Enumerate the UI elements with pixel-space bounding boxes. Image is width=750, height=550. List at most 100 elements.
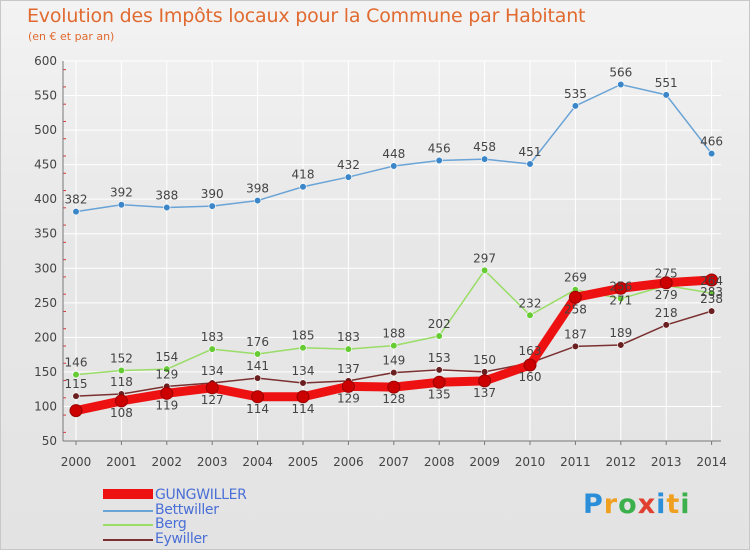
data-point-gungwiller: [705, 273, 719, 287]
axis-layer: 50 100 150 200 250 300 350 400 450 500 550 600 2000 2…: [34, 54, 727, 469]
y-tick-label: 250: [34, 296, 57, 310]
logo-letter: i: [680, 489, 691, 520]
data-point-gungwiller: [568, 290, 582, 304]
data-point-berg: [254, 350, 262, 358]
data-point-gungwiller: [69, 404, 83, 418]
data-label-bettwiller: 458: [473, 140, 496, 154]
data-point-berg: [299, 344, 307, 352]
data-label-gungwiller: 128: [382, 392, 405, 406]
data-label-berg: 202: [428, 317, 451, 331]
data-label-berg: 185: [292, 329, 315, 343]
data-point-bettwiller: [163, 203, 171, 212]
y-tick-label: 600: [34, 54, 57, 68]
y-tick-label: 150: [34, 365, 57, 379]
data-point-bettwiller: [117, 201, 125, 209]
data-label-eywiller: 187: [564, 327, 587, 341]
data-label-bettwiller: 432: [337, 158, 360, 172]
x-tick-label: 2014: [696, 455, 727, 469]
data-label-gungwiller: 137: [473, 386, 496, 400]
data-point-gungwiller: [114, 394, 128, 408]
y-tick-label: 400: [34, 192, 57, 206]
data-label-berg: 269: [564, 271, 587, 285]
legend-label: GUNGWILLER: [155, 487, 247, 503]
data-point-berg: [707, 289, 716, 297]
y-tick-label: 50: [42, 434, 57, 448]
data-point-eywiller: [571, 342, 580, 350]
data-point-eywiller: [617, 341, 625, 349]
data-point-eywiller: [707, 307, 716, 315]
data-label-eywiller: 129: [155, 367, 178, 381]
x-tick-label: 2004: [242, 455, 273, 469]
y-tick-label: 350: [34, 227, 57, 241]
data-point-eywiller: [254, 374, 262, 382]
data-point-gungwiller: [478, 374, 492, 388]
data-label-bettwiller: 451: [519, 145, 542, 159]
data-label-eywiller: 118: [110, 375, 133, 389]
data-label-gungwiller: 279: [655, 288, 678, 302]
logo-letter: P: [583, 489, 604, 520]
data-point-bettwiller: [707, 149, 716, 158]
data-point-bettwiller: [435, 156, 443, 165]
data-point-eywiller: [481, 368, 489, 376]
y-tick-label: 450: [34, 158, 57, 172]
data-label-bettwiller: 392: [110, 186, 133, 200]
data-point-berg: [481, 266, 489, 274]
data-point-berg: [72, 371, 80, 379]
data-label-gungwiller: 127: [201, 393, 224, 407]
data-label-berg: 183: [337, 330, 360, 344]
data-label-berg: 154: [155, 350, 178, 364]
data-point-eywiller: [299, 379, 307, 387]
data-point-berg: [208, 345, 216, 353]
data-label-bettwiller: 566: [609, 65, 632, 79]
y-tick-label: 200: [34, 330, 57, 344]
data-label-gungwiller: 258: [564, 302, 587, 316]
data-point-bettwiller: [617, 80, 625, 89]
data-label-eywiller: 134: [201, 364, 224, 378]
data-label-bettwiller: 418: [292, 168, 315, 182]
data-label-gungwiller: 160: [519, 370, 542, 384]
y-tick-label: 100: [34, 399, 57, 413]
data-label-eywiller: 150: [473, 353, 496, 367]
data-label-bettwiller: 388: [155, 188, 178, 202]
data-point-bettwiller: [526, 160, 534, 168]
data-label-eywiller: 149: [382, 354, 405, 368]
grid-layer: [63, 60, 721, 442]
data-point-bettwiller: [481, 155, 489, 163]
data-point-gungwiller: [387, 380, 401, 394]
data-label-gungwiller: 271: [609, 293, 632, 307]
data-label-berg: 297: [473, 251, 496, 265]
data-point-berg: [344, 345, 353, 353]
logo-letter: t: [666, 489, 681, 520]
logo-letter: o: [618, 489, 638, 520]
data-point-gungwiller: [614, 281, 628, 295]
x-tick-label: 2012: [606, 455, 637, 469]
data-label-eywiller: 238: [700, 292, 723, 306]
data-label-eywiller: 163: [519, 344, 542, 358]
data-label-eywiller: 134: [292, 364, 315, 378]
chart-title: Evolution des Impôts locaux pour la Comm…: [27, 5, 586, 27]
data-point-eywiller: [435, 366, 443, 374]
x-tick-label: 2000: [61, 455, 92, 469]
y-tick-label: 500: [34, 123, 57, 137]
data-label-eywiller: 115: [65, 377, 88, 391]
data-point-gungwiller: [659, 276, 673, 290]
data-point-bettwiller: [662, 91, 670, 99]
data-label-gungwiller: 135: [428, 387, 451, 401]
logo-letter: i: [656, 489, 667, 520]
data-label-gungwiller: 114: [292, 402, 315, 416]
data-label-berg: 176: [246, 335, 269, 349]
data-label-eywiller: 137: [337, 362, 360, 376]
x-tick-label: 2002: [152, 455, 183, 469]
data-label-eywiller: 153: [428, 351, 451, 365]
logo-letter: x: [637, 489, 657, 520]
legend-label: Eywiller: [155, 531, 208, 547]
data-point-berg: [163, 365, 171, 373]
data-label-eywiller: 218: [655, 306, 678, 320]
data-label-bettwiller: 466: [700, 135, 723, 149]
data-label-layer: 382 392 388 390 398 418 432 448 456 458 451 535 566 5…: [65, 65, 724, 419]
x-tick-label: 2007: [379, 455, 410, 469]
data-point-eywiller: [72, 392, 80, 400]
data-label-gungwiller: 114: [246, 402, 269, 416]
data-label-berg: 146: [65, 356, 88, 370]
